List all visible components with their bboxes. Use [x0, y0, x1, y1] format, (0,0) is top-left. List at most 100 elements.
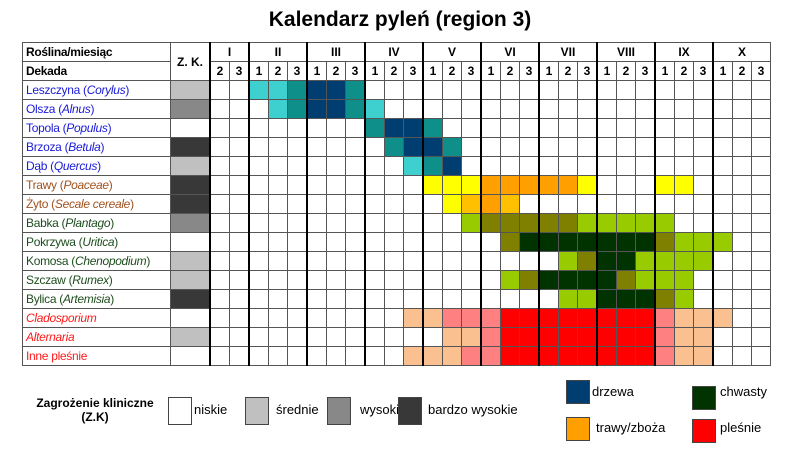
plant-name-end: ) — [110, 216, 114, 230]
calendar-cell — [558, 251, 578, 271]
table-row: Brzoza (Betula) — [22, 137, 771, 157]
calendar-cell — [635, 327, 656, 347]
table-row: Komosa (Chenopodium) — [22, 251, 771, 271]
plant-latin-name: Cladosporium — [26, 311, 97, 325]
calendar-cell — [732, 308, 752, 328]
calendar-cell — [287, 175, 308, 195]
calendar-cell — [596, 99, 617, 119]
calendar-cell — [306, 270, 327, 290]
calendar-cell — [635, 308, 656, 328]
table-row: Inne pleśnie — [22, 346, 771, 366]
calendar-cell — [248, 251, 269, 271]
calendar-cell — [268, 346, 288, 366]
calendar-cell — [712, 327, 733, 347]
calendar-cell — [596, 232, 617, 252]
calendar-cell — [500, 80, 520, 100]
plant-name-end: ) — [114, 235, 118, 249]
calendar-cell — [654, 213, 675, 233]
calendar-cell — [654, 327, 675, 347]
calendar-cell — [480, 232, 501, 252]
decade-header: 1 — [422, 61, 443, 81]
table-row: Leszczyna (Corylus) — [22, 80, 771, 100]
calendar-cell — [577, 118, 598, 138]
month-header: V — [422, 42, 482, 62]
calendar-cell — [422, 99, 443, 119]
calendar-cell — [461, 213, 482, 233]
calendar-cell — [751, 99, 771, 119]
calendar-cell — [326, 213, 346, 233]
calendar-cell — [596, 346, 617, 366]
calendar-cell — [538, 346, 559, 366]
calendar-cell — [287, 346, 308, 366]
plant-common-name: Babka ( — [26, 216, 66, 230]
calendar-cell — [229, 346, 250, 366]
calendar-cell — [480, 289, 501, 309]
calendar-cell — [732, 327, 752, 347]
calendar-cell — [384, 213, 404, 233]
calendar-cell — [384, 346, 404, 366]
plant-name: Babka (Plantago) — [22, 213, 171, 233]
plant-common-name: Leszczyna ( — [26, 83, 87, 97]
calendar-cell — [306, 80, 327, 100]
calendar-cell — [345, 289, 366, 309]
calendar-cell — [364, 289, 385, 309]
zk-legend-swatch — [327, 397, 351, 425]
header-decade: Dekada — [22, 61, 171, 81]
calendar-cell — [268, 270, 288, 290]
table-row: Żyto (Secale cereale) — [22, 194, 771, 214]
calendar-cell — [422, 346, 443, 366]
calendar-cell — [635, 80, 656, 100]
calendar-cell — [538, 137, 559, 157]
table-row: Szczaw (Rumex) — [22, 270, 771, 290]
decade-header: 2 — [442, 61, 462, 81]
calendar-cell — [306, 118, 327, 138]
calendar-cell — [577, 213, 598, 233]
calendar-cell — [229, 232, 250, 252]
calendar-cell — [635, 232, 656, 252]
calendar-cell — [287, 213, 308, 233]
calendar-cell — [209, 175, 230, 195]
table-row: Alternaria — [22, 327, 771, 347]
calendar-cell — [674, 251, 694, 271]
calendar-cell — [461, 232, 482, 252]
calendar-cell — [442, 346, 462, 366]
calendar-cell — [442, 213, 462, 233]
calendar-cell — [306, 137, 327, 157]
calendar-cell — [596, 270, 617, 290]
calendar-cell — [326, 194, 346, 214]
calendar-cell — [248, 156, 269, 176]
calendar-cell — [287, 118, 308, 138]
calendar-cell — [442, 270, 462, 290]
calendar-cell — [209, 308, 230, 328]
decade-header: 3 — [287, 61, 308, 81]
month-header: IV — [364, 42, 424, 62]
decade-header: 3 — [635, 61, 656, 81]
decade-header: 3 — [229, 61, 250, 81]
calendar-cell — [712, 289, 733, 309]
calendar-cell — [674, 346, 694, 366]
calendar-cell — [654, 346, 675, 366]
plant-name: Brzoza (Betula) — [22, 137, 171, 157]
calendar-cell — [422, 327, 443, 347]
plant-latin-name: Populus — [66, 121, 108, 135]
calendar-cell — [712, 99, 733, 119]
calendar-cell — [519, 232, 540, 252]
calendar-cell — [345, 118, 366, 138]
calendar-cell — [364, 80, 385, 100]
calendar-cell — [751, 80, 771, 100]
zk-legend-title-text: Zagrożenie kliniczne — [36, 396, 154, 410]
decade-header: 2 — [500, 61, 520, 81]
calendar-cell — [577, 270, 598, 290]
calendar-cell — [461, 251, 482, 271]
plant-name-end: ) — [90, 102, 95, 116]
calendar-cell — [326, 232, 346, 252]
calendar-cell — [364, 99, 385, 119]
calendar-cell — [654, 118, 675, 138]
calendar-cell — [345, 80, 366, 100]
calendar-cell — [635, 251, 656, 271]
zk-legend-label: średnie — [276, 402, 319, 417]
calendar-cell — [403, 156, 424, 176]
calendar-cell — [577, 137, 598, 157]
calendar-cell — [616, 118, 636, 138]
calendar-cell — [635, 175, 656, 195]
